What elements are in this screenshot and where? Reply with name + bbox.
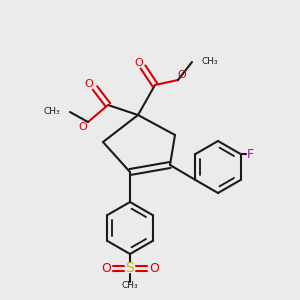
Text: O: O	[149, 262, 159, 275]
Text: O: O	[79, 122, 87, 132]
Text: F: F	[247, 148, 254, 160]
Text: CH₃: CH₃	[44, 107, 60, 116]
Text: O: O	[135, 58, 143, 68]
Text: O: O	[85, 79, 93, 89]
Text: O: O	[101, 262, 111, 275]
Text: O: O	[178, 70, 186, 80]
Text: S: S	[126, 261, 134, 275]
Text: CH₃: CH₃	[202, 58, 219, 67]
Text: CH₃: CH₃	[122, 281, 138, 290]
